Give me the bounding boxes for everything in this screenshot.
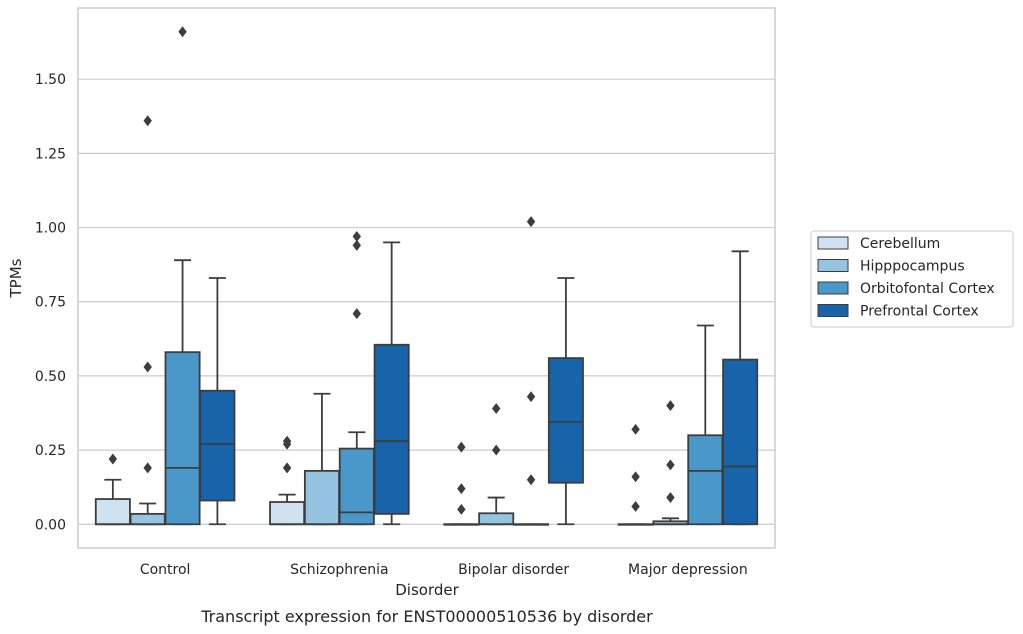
legend-label: Hipppocampus xyxy=(860,259,965,275)
legend-swatch xyxy=(817,281,849,295)
x-tick-label: Control xyxy=(140,562,191,578)
outlier-point xyxy=(143,462,152,474)
box-prefrontal-cortex-schizophrenia xyxy=(373,241,410,526)
box-iqr xyxy=(199,389,236,502)
outlier-point xyxy=(457,503,466,515)
outlier-point xyxy=(457,441,466,453)
legend-frame xyxy=(810,230,1014,328)
y-tick-label: 0.50 xyxy=(35,369,66,385)
x-tick-label: Bipolar disorder xyxy=(458,562,569,578)
outlier-point xyxy=(492,403,501,415)
box-hipppocampus-schizophrenia xyxy=(303,392,340,526)
box-iqr xyxy=(303,469,340,526)
box-orbitofontal-cortex-major-depression xyxy=(687,324,724,526)
outlier-point xyxy=(631,471,640,483)
outlier-point xyxy=(352,308,361,320)
outlier-point xyxy=(352,231,361,242)
x-tick-label: Major depression xyxy=(628,562,748,578)
outlier-point xyxy=(178,26,187,38)
outlier-point xyxy=(666,400,675,412)
legend-item: Prefrontal Cortex xyxy=(817,304,979,320)
box-cerebellum-bipolar-disorder xyxy=(443,441,480,526)
boxes xyxy=(94,26,759,526)
outlier-point xyxy=(143,115,152,127)
outlier-point xyxy=(143,361,152,373)
box-orbitofontal-cortex-schizophrenia xyxy=(338,231,375,526)
outlier-point xyxy=(457,483,466,495)
x-axis-label: Disorder xyxy=(395,581,459,599)
x-tick-label: Schizophrenia xyxy=(290,562,388,578)
box-iqr xyxy=(478,512,515,526)
outlier-point xyxy=(282,462,292,474)
box-iqr xyxy=(687,434,724,526)
outlier-point xyxy=(352,239,361,251)
box-iqr xyxy=(129,512,166,526)
box-iqr xyxy=(164,351,201,526)
y-tick-label: 1.50 xyxy=(35,72,66,88)
box-iqr xyxy=(547,357,584,484)
legend-label: Cerebellum xyxy=(860,236,940,252)
legend-swatch xyxy=(817,304,849,317)
box-prefrontal-cortex-major-depression xyxy=(722,250,759,526)
outlier-point xyxy=(526,216,536,228)
legend-swatch xyxy=(817,259,849,272)
y-axis-ticks: 0.00 0.25 0.50 0.75 1.00 1.25 1.50 xyxy=(35,72,66,533)
legend-item: Hipppocampus xyxy=(817,259,965,275)
y-tick-label: 0.00 xyxy=(35,517,66,533)
x-axis-ticks: Control Schizophrenia Bipolar disorder Majo… xyxy=(140,562,748,578)
box-orbitofontal-cortex-bipolar-disorder xyxy=(513,216,550,526)
outlier-point xyxy=(666,459,675,471)
box-cerebellum-major-depression xyxy=(617,423,654,526)
outlier-point xyxy=(282,435,292,447)
chart-title: Transcript expression for ENST0000051053… xyxy=(200,607,653,626)
legend-label: Orbitofontal Cortex xyxy=(860,281,995,297)
box-cerebellum-schizophrenia xyxy=(269,435,306,526)
y-tick-label: 0.75 xyxy=(35,295,66,311)
legend-swatch xyxy=(817,236,849,250)
y-tick-label: 1.25 xyxy=(35,146,66,162)
box-iqr xyxy=(722,358,759,526)
legend-item: Cerebellum xyxy=(817,236,940,252)
y-axis-label: TPMs xyxy=(7,258,25,298)
box-iqr xyxy=(373,343,410,515)
box-prefrontal-cortex-control xyxy=(199,277,236,526)
legend-label: Prefrontal Cortex xyxy=(860,304,979,320)
box-orbitofontal-cortex-control xyxy=(164,26,201,526)
outlier-point xyxy=(526,391,536,403)
box-hipppocampus-bipolar-disorder xyxy=(478,403,515,526)
y-tick-label: 1.00 xyxy=(35,221,66,237)
box-iqr xyxy=(269,501,306,526)
box-cerebellum-control xyxy=(94,453,131,526)
outlier-point xyxy=(631,501,640,512)
y-tick-label: 0.25 xyxy=(35,443,66,459)
box-iqr xyxy=(94,498,131,526)
outlier-point xyxy=(526,474,536,486)
outlier-point xyxy=(492,444,501,456)
outlier-point xyxy=(631,423,640,435)
box-prefrontal-cortex-bipolar-disorder xyxy=(547,277,584,526)
outlier-point xyxy=(666,492,675,504)
legend-item: Orbitofontal Cortex xyxy=(817,281,995,297)
legend: Cerebellum Hipppocampus Orbitofontal Corte… xyxy=(810,230,1014,328)
outlier-point xyxy=(108,453,118,465)
